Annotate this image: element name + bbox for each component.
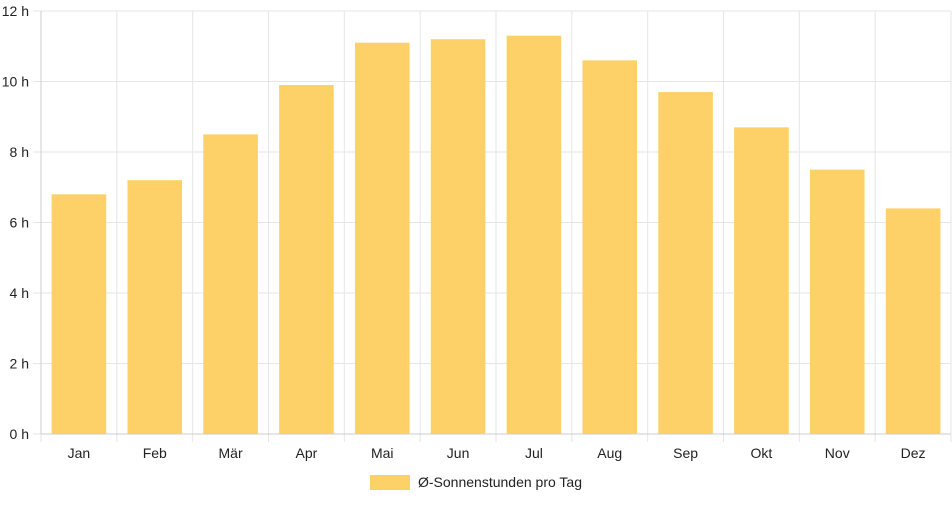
y-tick-labels: 0 h 2 h 4 h 6 h 8 h 10 h 12 h [2,3,29,442]
y-tick-label: 0 h [10,426,29,442]
x-tick-label: Jan [68,445,91,461]
bar [506,35,562,435]
bar [203,134,258,434]
y-tick-label: 2 h [10,356,29,372]
axes [40,11,951,435]
x-tick-label: Mai [371,445,394,461]
bar [279,85,334,435]
x-tick-label: Jul [525,445,543,461]
x-tick-label: Dez [901,445,926,461]
legend-swatch [370,474,410,490]
bars [51,35,941,435]
x-tick-label: Sep [673,445,698,461]
x-tick-label: Aug [597,445,622,461]
x-tick-label: Apr [296,445,318,461]
x-tick-label: Mär [219,445,243,461]
x-tick-label: Jun [447,445,470,461]
bar [582,60,638,434]
y-tick-label: 6 h [10,215,29,231]
bar [658,92,713,434]
x-tick-label: Okt [751,445,773,461]
legend-label: Ø-Sonnenstunden pro Tag [418,474,582,490]
bar [885,208,941,434]
y-tick-label: 4 h [10,285,29,301]
bar [809,169,865,434]
grid-lines [33,10,952,442]
bar [354,42,410,434]
x-tick-labels: Jan Feb Mär Apr Mai Jun Jul Aug Sep Okt Nov Dez [68,445,926,461]
bar [127,180,183,434]
legend[interactable]: Ø-Sonnenstunden pro Tag [0,470,952,494]
y-tick-label: 8 h [10,144,29,160]
y-tick-label: 10 h [2,74,29,90]
x-tick-label: Nov [825,445,850,461]
x-tick-label: Feb [143,445,167,461]
bar [430,39,486,434]
bar [51,194,107,434]
y-tick-label: 12 h [2,3,29,19]
bar [734,127,789,434]
